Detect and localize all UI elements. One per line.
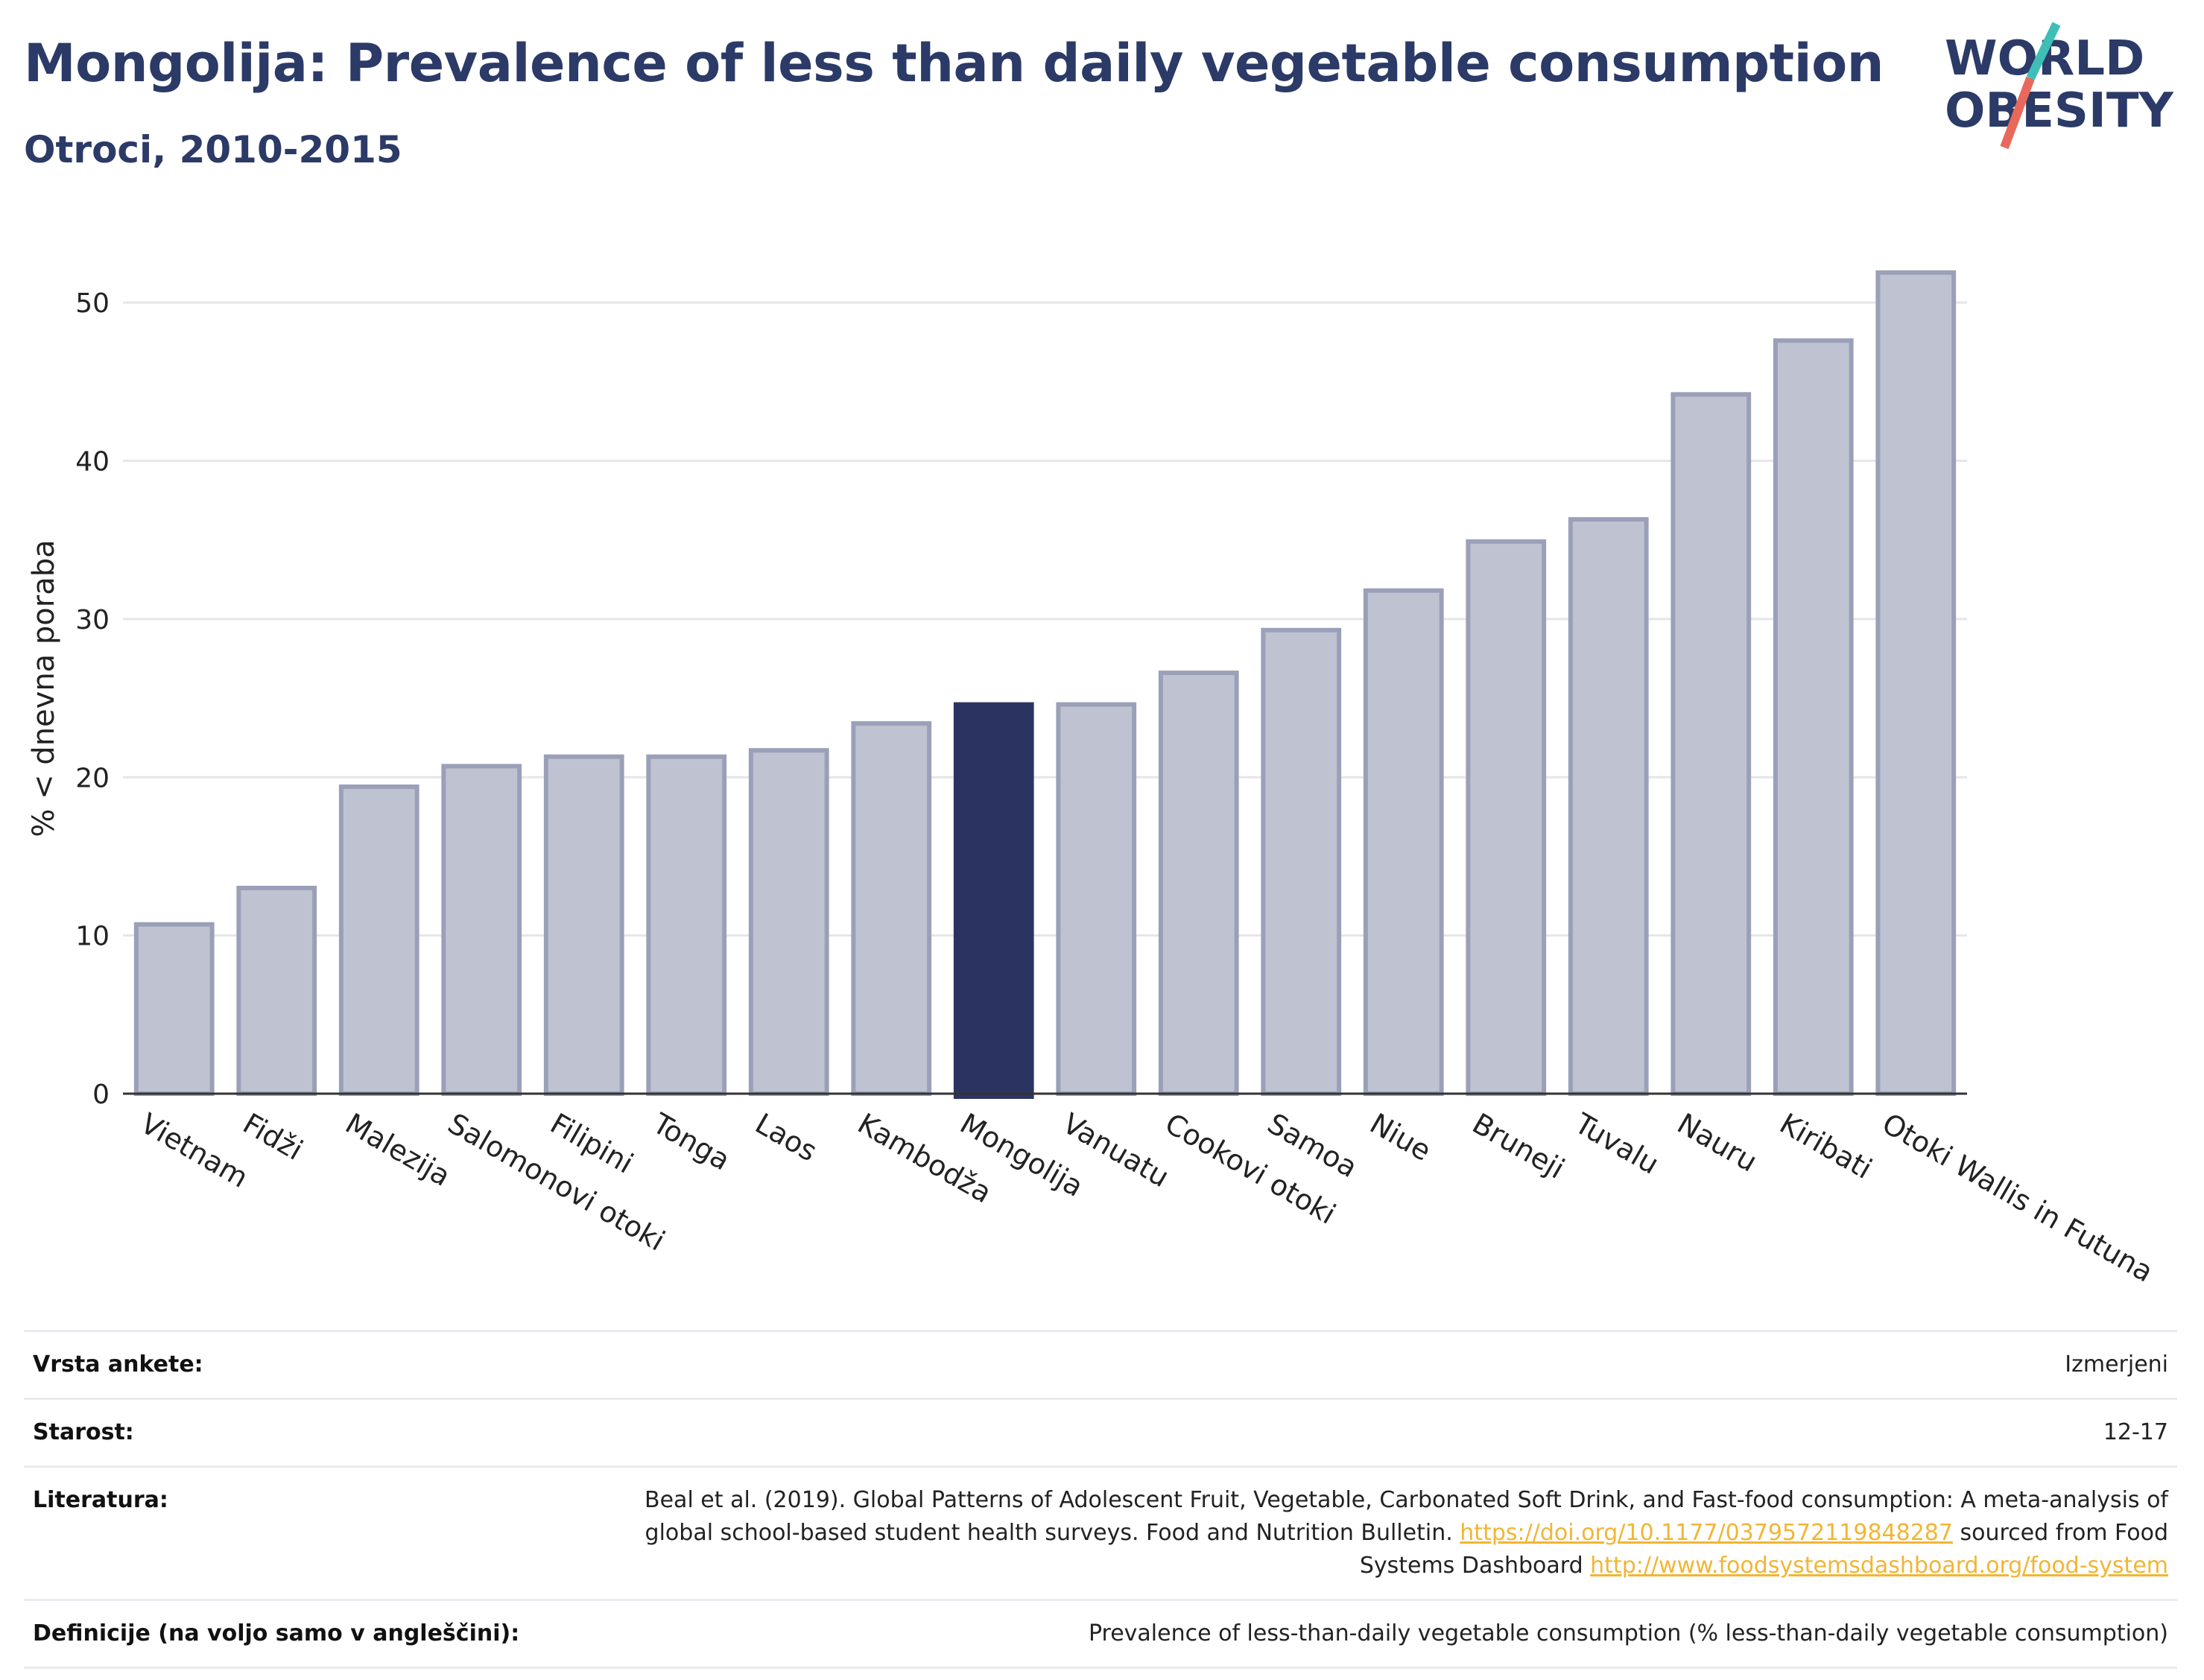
bar-vietnam	[133, 922, 215, 1096]
meta-value: Prevalence of less-than-daily vegetable …	[563, 1599, 2177, 1669]
y-axis-ticks: 0 10 20 30 40 50	[75, 288, 110, 1110]
bar-tuvalu	[1568, 517, 1649, 1096]
bar-mongolija	[953, 702, 1034, 1099]
meta-value: Izmerjeni	[563, 1330, 2177, 1400]
bar-niue	[1363, 588, 1444, 1096]
meta-key: Definicije (na voljo samo v angleščini):	[24, 1599, 563, 1669]
bar-laos	[748, 748, 829, 1096]
bar-malezija	[338, 784, 419, 1096]
x-tick-label: Vietnam	[135, 1107, 253, 1194]
literature-text-mid: sourced from Food Systems Dashboard	[1359, 1520, 2168, 1579]
chart-subtitle: Otroci, 2010-2015	[24, 128, 402, 171]
bar-cookovi-otoki	[1158, 671, 1239, 1096]
bar-otoki-wallis-in-futuna	[1875, 270, 1957, 1096]
bar-nauru	[1671, 392, 1752, 1096]
bars	[133, 270, 1957, 1099]
bar-kambodža	[851, 721, 932, 1096]
chart-title: Mongolija: Prevalence of less than daily…	[24, 33, 1884, 94]
meta-key: Vrsta ankete:	[24, 1330, 563, 1400]
meta-row-age: Starost: 12-17	[24, 1398, 2177, 1468]
logo-line2: OBESITY	[1945, 83, 2173, 139]
bar-vanuatu	[1056, 702, 1137, 1096]
y-tick-label: 20	[75, 763, 110, 793]
gridlines	[123, 301, 1967, 937]
bar-salomonovi-otoki	[441, 764, 522, 1096]
meta-value: 12-17	[563, 1398, 2177, 1468]
x-tick-label: Bruneji	[1467, 1107, 1570, 1185]
meta-row-definitions: Definicije (na voljo samo v angleščini):…	[24, 1599, 2177, 1669]
world-obesity-logo: WORLD OBESITY	[1945, 22, 2173, 150]
meta-row-survey-type: Vrsta ankete: Izmerjeni	[24, 1330, 2177, 1400]
logo-slash-top	[2026, 22, 2061, 80]
x-tick-label: Malezija	[340, 1107, 456, 1193]
bar-bruneji	[1466, 539, 1547, 1096]
x-tick-label: Otoki Wallis in Futuna	[1877, 1107, 2159, 1289]
doi-link[interactable]: https://doi.org/10.1177/0379572119848287	[1460, 1520, 1953, 1546]
dashboard-link[interactable]: http://www.foodsystemsdashboard.org/food…	[1590, 1553, 2168, 1579]
meta-key: Literatura:	[24, 1465, 563, 1601]
metadata-table: Vrsta ankete: Izmerjeni Starost: 12-17 L…	[24, 1330, 2177, 1669]
bar-tonga	[646, 754, 727, 1096]
y-tick-label: 40	[75, 447, 110, 478]
x-tick-label: Niue	[1364, 1107, 1437, 1167]
x-tick-label: Kiribati	[1774, 1107, 1878, 1185]
bar-filipini	[543, 754, 624, 1096]
y-tick-label: 0	[92, 1080, 110, 1110]
x-tick-label: Nauru	[1672, 1107, 1763, 1179]
y-tick-label: 30	[75, 605, 110, 635]
literature-text: Beal et al. (2019). Global Patterns of A…	[645, 1487, 2168, 1546]
x-tick-label: Cookovi otoki	[1159, 1107, 1341, 1231]
y-tick-label: 50	[75, 288, 110, 319]
x-tick-label: Laos	[750, 1107, 823, 1168]
meta-value: Beal et al. (2019). Global Patterns of A…	[563, 1465, 2177, 1601]
logo-slash-bottom	[2000, 76, 2035, 150]
x-tick-label: Tuvalu	[1568, 1106, 1664, 1181]
x-tick-label: Tonga	[647, 1106, 735, 1176]
meta-row-literature: Literatura: Beal et al. (2019). Global P…	[24, 1465, 2177, 1601]
y-tick-label: 10	[75, 922, 110, 952]
bar-samoa	[1261, 627, 1342, 1096]
y-axis-label: % < dnevna poraba	[27, 539, 61, 837]
bar-fidži	[236, 885, 317, 1096]
x-tick-label: Fidži	[238, 1107, 308, 1167]
meta-key: Starost:	[24, 1398, 563, 1468]
bar-kiribati	[1773, 338, 1854, 1096]
